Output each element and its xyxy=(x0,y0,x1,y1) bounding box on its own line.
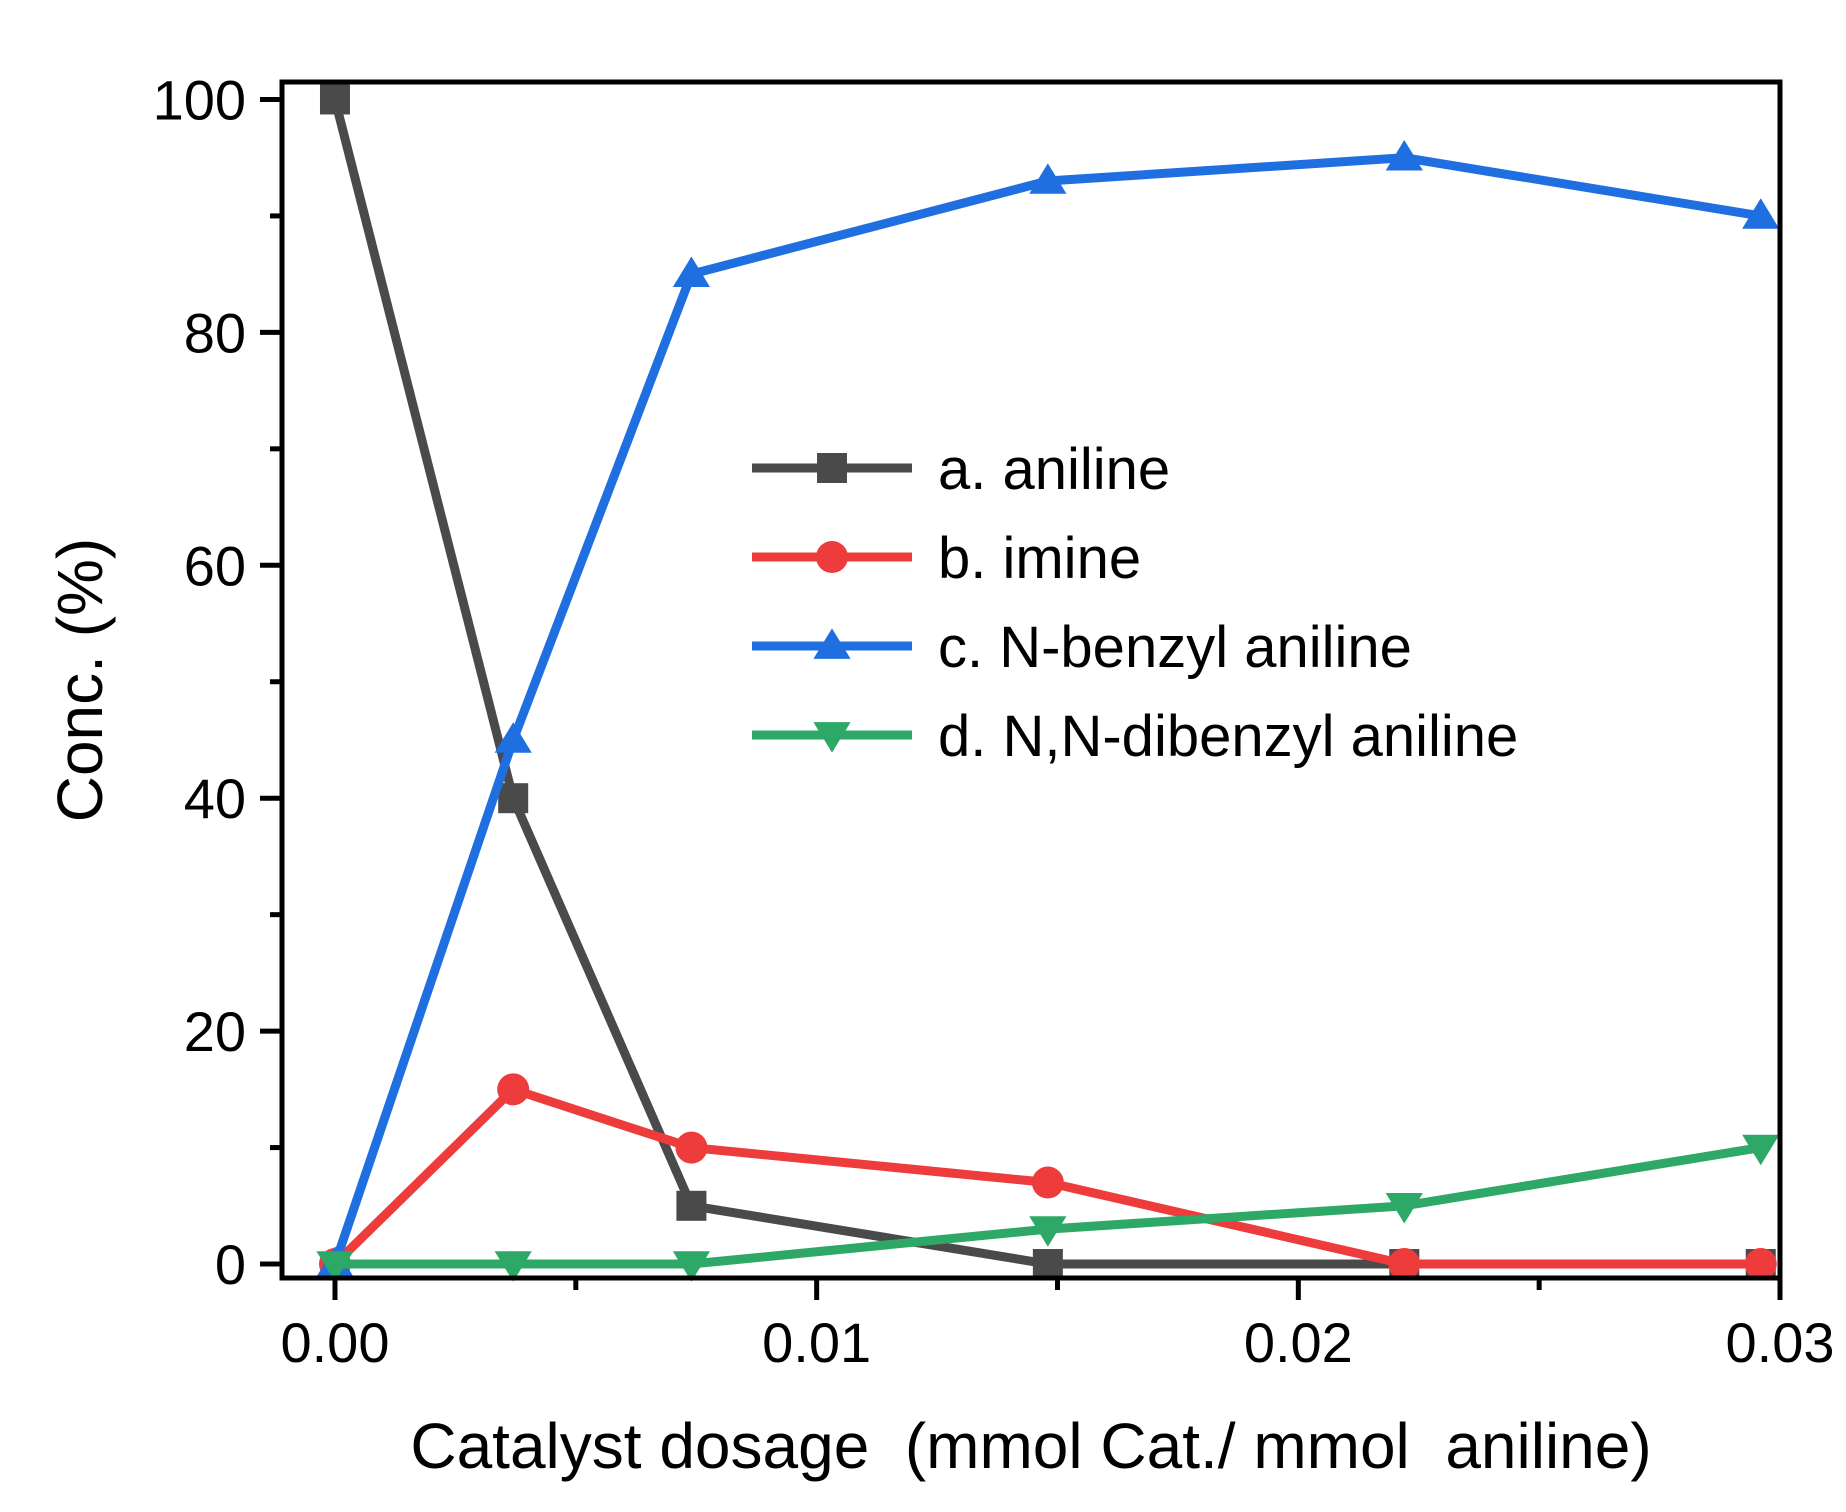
data-point xyxy=(1742,198,1780,229)
data-point xyxy=(672,256,711,287)
data-point xyxy=(1744,1248,1777,1281)
series-line xyxy=(331,1084,1761,1269)
x-tick-label: 0.03 xyxy=(1726,1311,1835,1374)
data-point xyxy=(319,84,350,115)
y-tick-label: 40 xyxy=(184,767,246,830)
legend-item: a. aniline xyxy=(752,437,1170,502)
y-tick-label: 60 xyxy=(184,534,246,597)
legend-label: a. aniline xyxy=(938,437,1170,502)
y-tick-label: 20 xyxy=(184,1000,246,1063)
legend-marker xyxy=(813,628,851,659)
data-point xyxy=(494,722,532,753)
data-point xyxy=(1385,140,1423,171)
x-tick-label: 0.01 xyxy=(762,1311,871,1374)
data-point xyxy=(1029,163,1067,194)
legend-item: b. imine xyxy=(752,526,1141,591)
data-point xyxy=(1742,1134,1780,1166)
ticks-layer: 0.00 0.01 0.02 0.03 0 20 40 60 80 100 xyxy=(153,68,1835,1374)
series-line xyxy=(330,153,1762,1266)
legend-marker xyxy=(813,722,851,753)
x-axis-title: Catalyst dosage (mmol Cat./ mmol aniline… xyxy=(410,1410,1651,1482)
data-point xyxy=(1385,1192,1423,1224)
legend-item: d. N,N-dibenzyl aniline xyxy=(752,704,1518,769)
data-point xyxy=(1029,1216,1067,1247)
series-line xyxy=(330,98,1761,1269)
data-point xyxy=(675,1131,708,1164)
y-axis-title: Conc. (%) xyxy=(44,538,116,823)
data-point xyxy=(494,1251,532,1282)
legend-label: c. N-benzyl aniline xyxy=(938,615,1412,680)
series-2 xyxy=(316,140,1780,1277)
y-tick-label: 80 xyxy=(184,301,246,364)
data-point xyxy=(498,783,529,814)
x-tick-label: 0.00 xyxy=(280,1311,389,1374)
data-point xyxy=(497,1073,530,1106)
series-line xyxy=(334,1143,1762,1269)
y-tick-label: 0 xyxy=(215,1233,246,1296)
legend-label: b. imine xyxy=(938,526,1141,591)
legend-marker xyxy=(816,541,848,573)
y-tick-label: 100 xyxy=(153,68,246,131)
legend-item: c. N-benzyl aniline xyxy=(752,615,1412,680)
data-point xyxy=(676,1190,707,1221)
legend-label: d. N,N-dibenzyl aniline xyxy=(938,704,1518,769)
data-point xyxy=(672,1251,711,1282)
series-layer xyxy=(316,84,1780,1282)
legend: a. aniline b. imine c. N-benzyl aniline d. … xyxy=(752,437,1518,769)
series-3 xyxy=(316,1134,1780,1282)
data-point xyxy=(1388,1248,1421,1281)
legend-marker xyxy=(817,453,847,483)
x-tick-label: 0.02 xyxy=(1244,1311,1353,1374)
data-point xyxy=(1031,1166,1064,1199)
data-point xyxy=(316,1251,354,1282)
data-point xyxy=(1032,1249,1063,1280)
